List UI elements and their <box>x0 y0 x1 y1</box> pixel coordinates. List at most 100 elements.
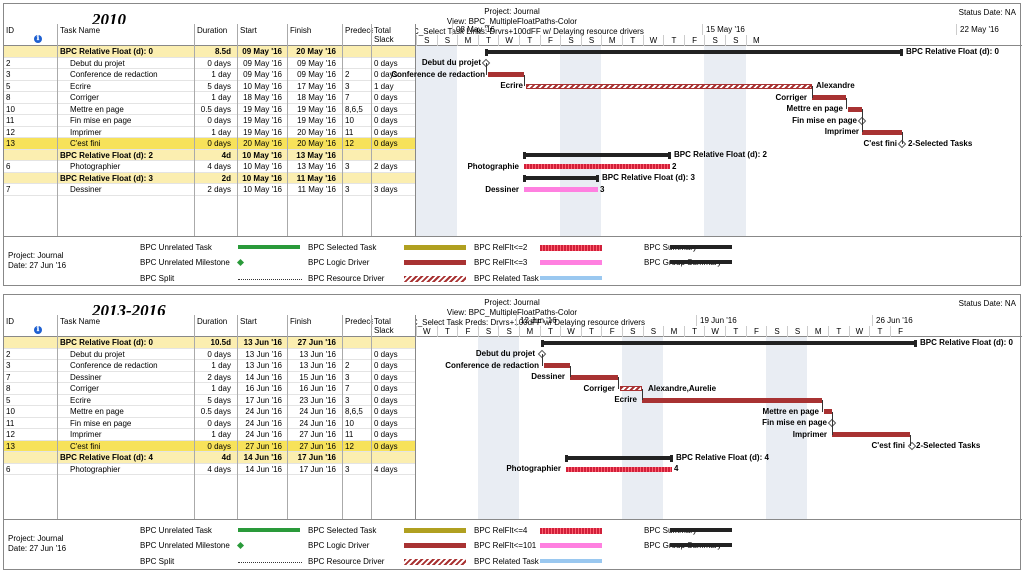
cell-id: 6 <box>6 162 11 171</box>
gantt-bar-driver[interactable] <box>862 129 902 135</box>
table-row[interactable]: 10 Mettre en page 0.5 days 24 Jun '16 24 Jun… <box>4 406 415 418</box>
gantt-bar-driver[interactable] <box>544 363 570 369</box>
column-header-pred[interactable]: Predecessors <box>345 26 373 35</box>
table-row[interactable]: BPC Relative Float (d): 0 8.5d 09 May '16 2… <box>4 46 415 58</box>
cell-finish: 17 Jun '16 <box>297 453 336 462</box>
cell-name: Ecrire <box>70 81 91 91</box>
gantt-bar-driver[interactable] <box>642 397 822 403</box>
legend-swatch <box>238 562 302 563</box>
gantt-bar-sum[interactable] <box>524 176 598 181</box>
table-row[interactable]: 7 Dessiner 2 days 10 May '16 11 May '16 3 3 da… <box>4 184 415 196</box>
cell-id: 7 <box>6 185 11 194</box>
table-row[interactable]: 12 Imprimer 1 day 19 May '16 20 May '16 11 0 d… <box>4 127 415 138</box>
timescale-day: T <box>519 35 540 46</box>
cell-pred: 3 <box>345 185 350 194</box>
bar-label: 2-Selected Tasks <box>908 138 973 148</box>
column-header-id[interactable]: ID <box>6 26 14 35</box>
gantt-bar-driver[interactable] <box>848 106 862 112</box>
table-row[interactable]: 11 Fin mise en page 0 days 19 May '16 19 May… <box>4 115 415 127</box>
cell-name: Debut du projet <box>70 58 125 68</box>
link-connector <box>910 434 911 447</box>
timescale-day: F <box>745 326 767 337</box>
bar-label: Alexandre,Aurelie <box>648 383 717 393</box>
table-row[interactable]: 12 Imprimer 1 day 24 Jun '16 27 Jun '16 11 0 d… <box>4 429 415 441</box>
summary-cap <box>668 152 671 160</box>
column-divider <box>237 315 238 519</box>
gantt-bar-rel4[interactable] <box>566 466 672 472</box>
table-row[interactable]: 5 Ecrire 5 days 17 Jun '16 23 Jun '16 3 0 days <box>4 395 415 406</box>
table-row[interactable]: 2 Debut du projet 0 days 13 Jun '16 13 Jun '… <box>4 349 415 360</box>
column-header-dur[interactable]: Duration <box>197 317 228 326</box>
table-row[interactable]: 3 Conference de redaction 1 day 13 Jun '16 1… <box>4 360 415 372</box>
column-header-dur[interactable]: Duration <box>197 26 228 35</box>
gantt-bar-sum[interactable] <box>486 49 902 54</box>
cell-dur: 0.5 days <box>200 104 231 114</box>
table-row[interactable]: 5 Ecrire 5 days 10 May '16 17 May '16 3 1 day <box>4 81 415 92</box>
timescale-day: T <box>683 326 705 337</box>
table-row[interactable]: 8 Corriger 1 day 16 Jun '16 16 Jun '16 7 0 day… <box>4 383 415 395</box>
timescale-day: S <box>498 326 519 337</box>
legend-swatch <box>236 541 245 550</box>
gantt-bar-rel2[interactable] <box>524 164 670 170</box>
gantt-bar-driver[interactable] <box>832 432 910 438</box>
cell-name: Photographier <box>70 162 121 171</box>
cell-id: 12 <box>6 127 15 137</box>
gantt-bar-resource[interactable] <box>620 386 642 392</box>
table-row[interactable]: 11 Fin mise en page 0 days 24 Jun '16 24 Jun… <box>4 418 415 429</box>
table-row[interactable]: BPC Relative Float (d): 2 4d 10 May '16 13 … <box>4 149 415 161</box>
column-header-finish[interactable]: Finish <box>290 26 312 35</box>
column-header-id[interactable]: ID <box>6 317 14 326</box>
column-header-name[interactable]: Task Name <box>60 317 101 326</box>
gantt-bar-rel3[interactable] <box>524 187 598 193</box>
summary-cap <box>485 48 488 56</box>
cell-pred: 7 <box>345 384 350 393</box>
column-header-start[interactable]: Start <box>240 26 257 35</box>
column-header-pred[interactable]: Predecessors <box>345 317 373 326</box>
legend-swatch <box>404 276 466 282</box>
cell-dur: 1 day <box>211 70 231 79</box>
table-row[interactable]: 6 Photographier 4 days 14 Jun '16 17 Jun '16… <box>4 464 415 475</box>
gantt-bar-sum[interactable] <box>524 153 670 158</box>
gantt-bar-resource[interactable] <box>526 83 812 89</box>
table-row[interactable]: 10 Mettre en page 0.5 days 19 May '16 19 May… <box>4 104 415 115</box>
column-header-finish[interactable]: Finish <box>290 317 312 326</box>
timescale-day: M <box>663 326 684 337</box>
bar-label: BPC Relative Float (d): 3 <box>602 173 695 183</box>
gantt-bar-sum[interactable] <box>542 340 916 345</box>
table-row[interactable]: 3 Conference de redaction 1 day 09 May '16 0… <box>4 69 415 81</box>
table-row[interactable]: BPC Relative Float (d): 0 10.5d 13 Jun '16… <box>4 337 415 349</box>
cell-id: 2 <box>6 349 11 359</box>
bar-label: 2-Selected Tasks <box>916 441 981 451</box>
table-row[interactable]: 13 C'est fini 0 days 20 May '16 20 May '16 12… <box>4 138 415 150</box>
timescale-day: W <box>560 326 581 337</box>
bar-label: Fin mise en page <box>762 418 827 428</box>
gantt-bar-driver[interactable] <box>812 95 846 101</box>
cell-name: C'est fini <box>70 441 101 451</box>
cell-finish: 23 Jun '16 <box>299 395 336 405</box>
table-row[interactable]: 7 Dessiner 2 days 14 Jun '16 15 Jun '16 3 0 da… <box>4 372 415 383</box>
timescale-day: W <box>416 326 437 337</box>
cell-start: 13 Jun '16 <box>245 361 282 370</box>
gantt-bar-driver[interactable] <box>570 374 618 380</box>
bar-label: Photographier <box>506 464 561 474</box>
cell-finish: 09 May '16 <box>297 70 336 79</box>
column-header-name[interactable]: Task Name <box>60 26 101 35</box>
header-line: Project: Journal <box>484 298 540 307</box>
cell-id: 10 <box>6 407 15 416</box>
column-header-slack[interactable]: Total Slack <box>374 317 394 335</box>
cell-slack: 0 days <box>374 139 398 148</box>
column-header-slack[interactable]: Total Slack <box>374 26 394 44</box>
table-row[interactable]: 13 C'est fini 0 days 27 Jun '16 27 Jun '16 12… <box>4 440 415 452</box>
legend-swatch <box>238 528 300 532</box>
gantt-bar-driver[interactable] <box>824 409 832 415</box>
legend-item: BPC Resource Driver <box>308 557 385 566</box>
table-row[interactable]: 8 Corriger 1 day 18 May '16 18 May '16 7 0 day… <box>4 92 415 104</box>
table-row[interactable]: 6 Photographier 4 days 10 May '16 13 May '16… <box>4 161 415 173</box>
cell-id: 5 <box>6 395 11 405</box>
column-header-start[interactable]: Start <box>240 317 257 326</box>
table-row[interactable]: BPC Relative Float (d): 4 4d 14 Jun '16 17 … <box>4 452 415 464</box>
table-row[interactable]: BPC Relative Float (d): 3 2d 10 May '16 11 … <box>4 172 415 184</box>
gantt-bar-sum[interactable] <box>566 455 672 460</box>
gantt-bar-driver[interactable] <box>488 72 524 78</box>
table-row[interactable]: 2 Debut du projet 0 days 09 May '16 09 May '… <box>4 58 415 69</box>
